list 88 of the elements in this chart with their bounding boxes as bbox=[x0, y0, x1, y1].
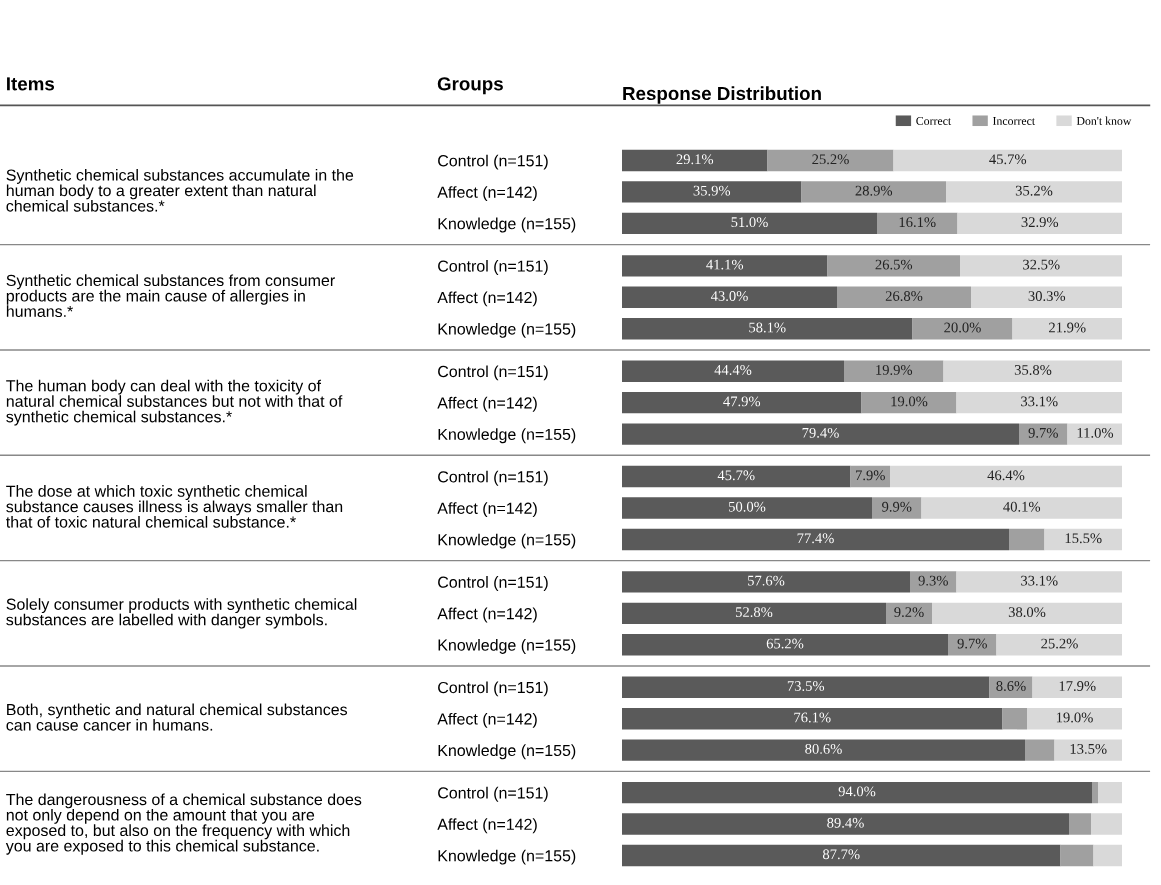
data-label: 30.3% bbox=[1028, 291, 1066, 301]
data-label: 20.0% bbox=[944, 322, 981, 333]
data-label: 50.0% bbox=[729, 501, 766, 512]
y-tick-label: Affect (n=142) bbox=[437, 607, 537, 623]
data-label: 13.5% bbox=[1070, 743, 1107, 754]
y-tick-label: Affect (n=142) bbox=[437, 712, 537, 728]
data-label: 29.1% bbox=[676, 154, 714, 165]
y-tick-label: Knowledge (n=155) bbox=[438, 428, 576, 444]
data-label: 45.7% bbox=[717, 470, 755, 481]
text: The dangerousness of a chemical substance does not only depend on the amount that you are exposed to, but also on the frequency with which you are exposed to this chemical substance. bbox=[5, 793, 362, 855]
data-label: 26.5% bbox=[875, 259, 913, 270]
data-label: 21.9% bbox=[1049, 322, 1086, 333]
data-label: 73.5% bbox=[787, 681, 825, 691]
data-label: 7.9% bbox=[856, 470, 885, 481]
text: The dose at which toxic synthetic chemical substance causes illness is always smaller than that of toxic natural chemical substance.* bbox=[6, 485, 343, 528]
data-label: 51.0% bbox=[731, 217, 768, 228]
legend-label: Don't know bbox=[1076, 116, 1132, 125]
data-label: 94.0% bbox=[838, 786, 876, 797]
data-label: 35.2% bbox=[1015, 185, 1053, 196]
y-tick-label: Knowledge (n=155) bbox=[438, 639, 576, 654]
data-label: 43.0% bbox=[710, 291, 748, 301]
data-label: 47.9% bbox=[723, 396, 761, 407]
text: Groups bbox=[437, 77, 503, 95]
y-tick-label: Knowledge (n=155) bbox=[438, 217, 576, 233]
y-tick-label: Knowledge (n=155) bbox=[438, 849, 576, 865]
data-label: 76.1% bbox=[794, 712, 831, 723]
y-tick-label: Affect (n=142) bbox=[437, 186, 537, 202]
data-label: 19.9% bbox=[876, 364, 913, 375]
data-label: 46.4% bbox=[987, 470, 1025, 481]
data-label: 44.4% bbox=[714, 364, 752, 375]
data-label: 38.0% bbox=[1008, 607, 1046, 618]
y-tick-label: Knowledge (n=155) bbox=[438, 744, 576, 760]
data-label: 26.8% bbox=[885, 291, 923, 301]
data-label: 8.6% bbox=[996, 681, 1026, 691]
data-label: 9.2% bbox=[894, 607, 924, 618]
data-label: 52.8% bbox=[736, 607, 773, 618]
y-tick-label: Affect (n=142) bbox=[437, 291, 537, 307]
y-tick-label: Affect (n=142) bbox=[437, 502, 537, 518]
data-label: 33.1% bbox=[1021, 575, 1058, 586]
data-label: 11.0% bbox=[1077, 427, 1114, 438]
data-label: 89.4% bbox=[827, 817, 864, 828]
data-label: 19.0% bbox=[891, 396, 928, 407]
data-label: 65.2% bbox=[766, 638, 804, 649]
y-tick-label: Control (n=151) bbox=[438, 576, 548, 591]
y-tick-label: Affect (n=142) bbox=[437, 396, 537, 412]
data-label: 57.6% bbox=[748, 575, 785, 586]
legend-label: Correct bbox=[916, 116, 952, 125]
data-label: 9.3% bbox=[918, 575, 948, 586]
y-tick-label: Knowledge (n=155) bbox=[438, 533, 576, 549]
data-label: 9.7% bbox=[957, 638, 987, 649]
y-tick-label: Control (n=151) bbox=[438, 365, 548, 381]
data-label: 77.4% bbox=[797, 533, 834, 544]
y-tick-label: Control (n=151) bbox=[438, 154, 548, 170]
data-label: 45.7% bbox=[989, 154, 1027, 165]
data-label: 16.1% bbox=[899, 217, 936, 228]
y-tick-label: Control (n=151) bbox=[438, 681, 548, 697]
data-label: 87.7% bbox=[822, 849, 860, 860]
text: Solely consumer products with synthetic chemical substances are labelled with danger symbols. bbox=[6, 598, 357, 629]
data-label: 9.9% bbox=[882, 501, 912, 512]
data-label: 80.6% bbox=[805, 743, 842, 754]
text: Synthetic chemical substances from consumer products are the main cause of allergies in humans.* bbox=[6, 274, 335, 318]
legend-label: Incorrect bbox=[992, 117, 1036, 125]
y-tick-label: Control (n=151) bbox=[438, 470, 548, 486]
text: The human body can deal with the toxicity of natural chemical substances but not with that of synthetic chemical substances.* bbox=[6, 379, 343, 426]
data-label: 25.2% bbox=[812, 154, 849, 165]
data-label: 58.1% bbox=[749, 322, 786, 333]
data-label: 79.4% bbox=[802, 427, 839, 438]
data-label: 32.5% bbox=[1023, 259, 1060, 270]
text: Synthetic chemical substances accumulate in the human body to a greater extent than natural chemical substances.* bbox=[6, 169, 354, 212]
data-label: 28.9% bbox=[855, 185, 893, 196]
data-label: 9.7% bbox=[1028, 427, 1058, 438]
data-label: 35.9% bbox=[693, 185, 731, 196]
data-label: 32.9% bbox=[1021, 217, 1059, 228]
y-tick-label: Knowledge (n=155) bbox=[438, 322, 576, 338]
text: Both, synthetic and natural chemical substances can cause cancer in humans. bbox=[6, 703, 348, 731]
data-label: 33.1% bbox=[1021, 396, 1058, 407]
data-label: 15.5% bbox=[1065, 533, 1102, 544]
data-label: 41.1% bbox=[706, 259, 744, 270]
data-label: 17.9% bbox=[1059, 681, 1096, 691]
data-label: 25.2% bbox=[1041, 638, 1078, 649]
data-label: 40.1% bbox=[1003, 501, 1041, 512]
y-tick-label: Control (n=151) bbox=[438, 260, 548, 275]
chart-title: Response Distribution bbox=[623, 86, 821, 104]
data-label: 19.0% bbox=[1056, 712, 1093, 723]
y-tick-label: Control (n=151) bbox=[438, 786, 548, 802]
text: Items bbox=[7, 77, 55, 91]
y-tick-label: Affect (n=142) bbox=[437, 818, 537, 834]
data-label: 35.8% bbox=[1014, 364, 1052, 375]
